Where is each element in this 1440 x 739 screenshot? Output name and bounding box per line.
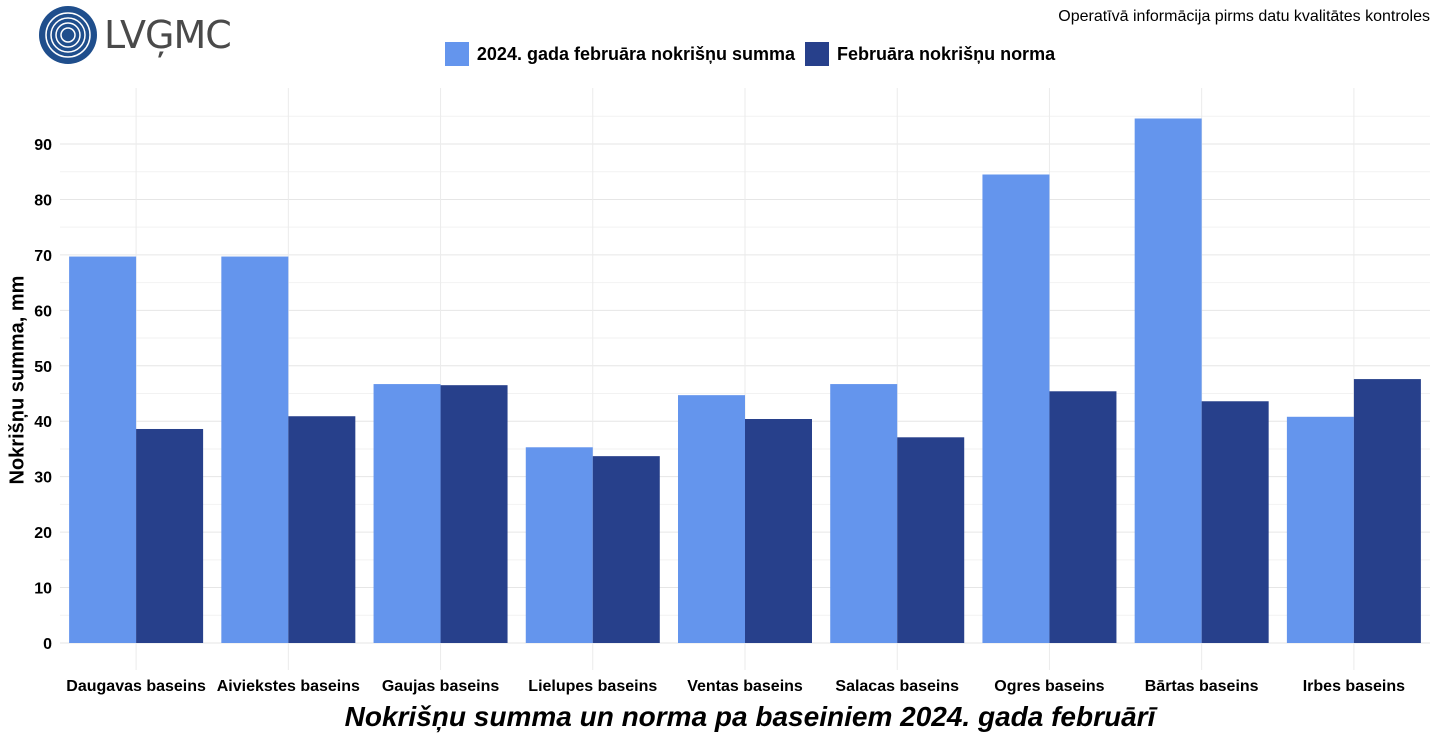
bar-series-1-7: [982, 174, 1050, 643]
x-tick-label: Ogres baseins: [994, 678, 1104, 695]
legend-label-series-2: Februāra nokrišņu norma: [837, 43, 1056, 64]
y-tick-label: 10: [34, 581, 52, 598]
y-tick-label: 80: [34, 192, 52, 209]
bar-series-1-3: [373, 384, 441, 643]
legend-label-series-1: 2024. gada februāra nokrišņu summa: [476, 43, 796, 64]
bar-series-1-1: [69, 256, 137, 643]
x-tick-label: Lielupes baseins: [528, 678, 657, 695]
y-tick-label: 0: [43, 636, 52, 653]
logo-text: LVĢMC: [104, 13, 232, 57]
bar-series-1-2: [221, 256, 289, 643]
bar-series-1-9: [1286, 416, 1354, 643]
data-quality-note: Operatīvā informācija pirms datu kvalitā…: [1058, 8, 1430, 25]
bar-series-1-5: [678, 395, 745, 643]
bar-series-2-4: [592, 456, 660, 643]
bar-series-1-8: [1134, 118, 1202, 644]
y-tick-label: 60: [34, 303, 52, 320]
legend-item-series-1: 2024. gada februāra nokrišņu summa: [444, 42, 796, 66]
y-tick-label: 50: [34, 359, 52, 376]
x-tick-label: Ventas baseins: [687, 678, 803, 695]
y-tick-label: 90: [34, 137, 52, 154]
y-tick-label: 30: [34, 470, 52, 487]
y-tick-label: 70: [34, 248, 52, 265]
bar-series-2-5: [745, 419, 812, 643]
y-tick-label: 40: [34, 414, 52, 431]
lvgmc-logo: LVĢMC: [38, 5, 232, 65]
x-tick-label: Gaujas baseins: [382, 678, 499, 695]
legend-swatch-series-1: [444, 42, 469, 66]
legend-item-series-2: Februāra nokrišņu norma: [805, 42, 1055, 66]
bar-series-2-1: [136, 428, 204, 643]
bar-series-2-3: [440, 385, 508, 643]
bar-series-2-2: [288, 416, 356, 643]
x-tick-label: Irbes baseins: [1303, 678, 1405, 695]
bar-series-2-6: [897, 437, 965, 643]
x-tick-label: Aiviekstes baseins: [217, 678, 360, 695]
bar-series-1-6: [830, 384, 898, 643]
legend-swatch-series-2: [805, 42, 830, 66]
bar-series-2-8: [1201, 401, 1269, 643]
x-tick-label: Salacas baseins: [835, 678, 959, 695]
logo-emblem-icon: [39, 6, 97, 64]
y-axis-label: Nokrišņu summa, mm: [6, 275, 29, 485]
chart-legend: 2024. gada februāra nokrišņu summa Febru…: [0, 42, 1440, 66]
chart-title: Nokrišņu summa un norma pa baseiniem 202…: [344, 701, 1156, 732]
y-tick-label: 20: [34, 525, 52, 542]
x-tick-label: Bārtas baseins: [1145, 678, 1259, 695]
bar-series-1-4: [525, 447, 593, 643]
bar-series-2-7: [1049, 391, 1117, 643]
bar-series-2-9: [1353, 379, 1421, 643]
x-tick-label: Daugavas baseins: [66, 678, 206, 695]
